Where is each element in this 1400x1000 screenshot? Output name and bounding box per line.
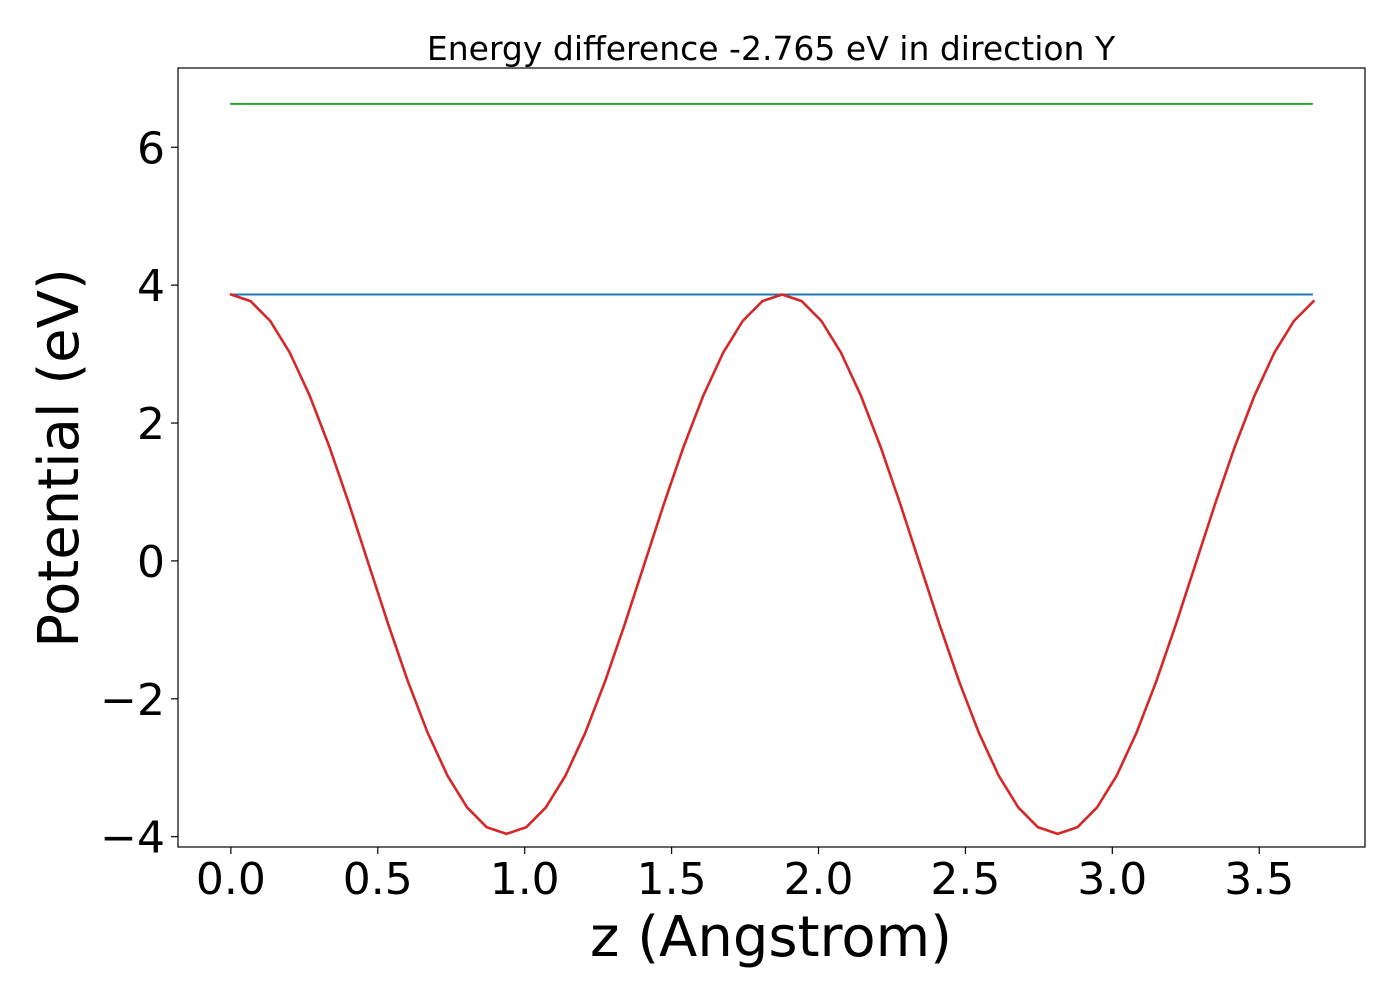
series-layer	[229, 102, 1315, 836]
y-tick-label: 4	[137, 261, 165, 312]
y-tick-label: 6	[137, 123, 165, 174]
x-tick-label: 1.0	[490, 854, 560, 905]
y-tick-label: 2	[137, 399, 165, 450]
y-tick-label: 0	[137, 537, 165, 588]
x-axis-ticks: 0.0 0.5 1.0 1.5 2.0 2.5 3.0 3.5	[196, 847, 1294, 905]
x-tick-label: 0.0	[196, 854, 266, 905]
x-tick-label: 1.5	[637, 854, 707, 905]
y-axis-ticks: −4 −2 0 2 4 6	[100, 123, 178, 864]
x-tick-label: 3.0	[1077, 854, 1147, 905]
series-line-3	[229, 293, 1315, 836]
chart-title: Energy difference -2.765 eV in direction…	[427, 29, 1116, 68]
x-axis-label: z (Angstrom)	[590, 905, 952, 970]
x-tick-label: 0.5	[343, 854, 413, 905]
x-tick-label: 2.5	[930, 854, 1000, 905]
plot-frame	[177, 67, 1366, 848]
x-tick-label: 3.5	[1224, 854, 1294, 905]
x-tick-label: 2.0	[784, 854, 854, 905]
y-axis-label: Potential (eV)	[27, 268, 92, 648]
y-tick-label: −2	[100, 675, 165, 726]
y-tick-label: −4	[100, 813, 165, 864]
